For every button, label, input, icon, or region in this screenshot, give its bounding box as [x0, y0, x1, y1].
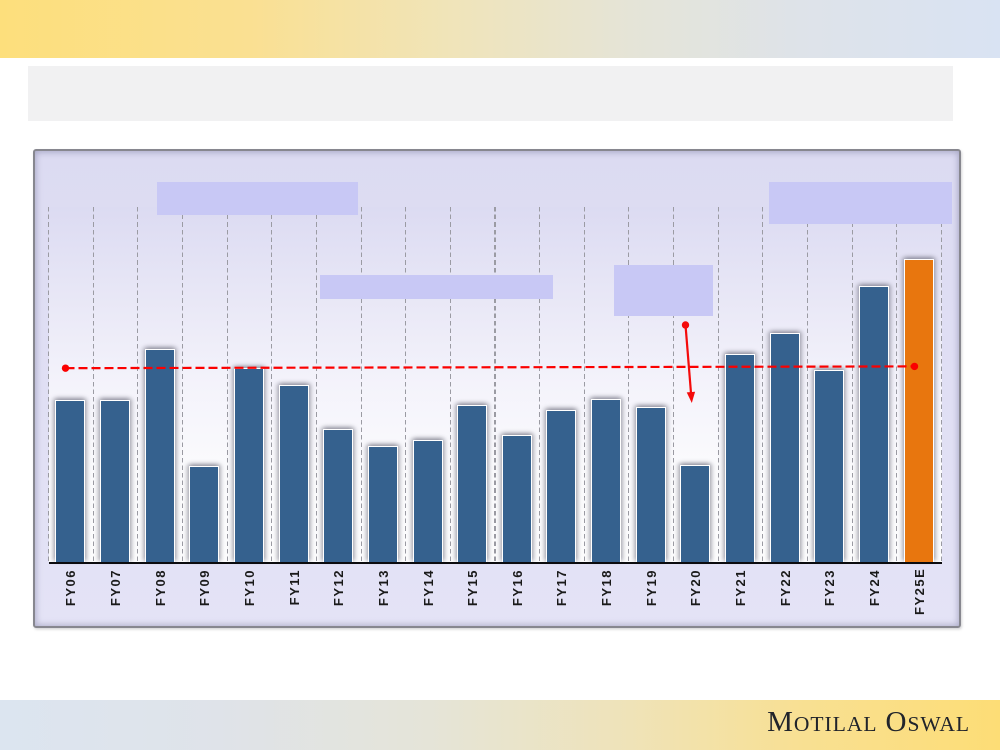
- x-axis-label-FY07: FY07: [107, 569, 123, 607]
- bar-FY17: [546, 409, 577, 563]
- gridline: [181, 207, 183, 562]
- brand-word1-rest: OTILAL: [793, 712, 878, 736]
- gridline: [717, 207, 719, 562]
- x-axis-label-FY09: FY09: [197, 569, 213, 607]
- top-banner: [0, 0, 1000, 58]
- bar-FY20: [680, 464, 711, 563]
- x-axis-label-FY20: FY20: [688, 569, 704, 607]
- title-placeholder: [28, 66, 953, 121]
- bar-FY06: [55, 399, 86, 563]
- gridline: [271, 207, 273, 562]
- gridline: [940, 207, 943, 562]
- bar-FY19: [635, 407, 666, 563]
- gridline: [315, 207, 317, 562]
- bar-FY21: [725, 353, 756, 563]
- x-axis-label-FY06: FY06: [63, 569, 79, 607]
- brand-logo-text: MOTILAL OSWAL: [767, 708, 970, 737]
- bar-FY24: [859, 286, 890, 563]
- gridline: [405, 207, 407, 562]
- bar-FY12: [323, 429, 354, 563]
- gridline: [628, 207, 630, 562]
- x-axis-label-FY10: FY10: [241, 569, 257, 607]
- x-axis-label-FY08: FY08: [152, 569, 168, 607]
- x-axis-label-FY17: FY17: [554, 569, 570, 607]
- gridline: [896, 207, 898, 562]
- bar-FY07: [99, 399, 130, 563]
- x-axis-label-FY25E: FY25E: [911, 567, 927, 615]
- gridline: [47, 207, 50, 562]
- gridline: [673, 207, 675, 562]
- bar-FY09: [189, 466, 220, 563]
- callout-box-3: [614, 265, 713, 316]
- x-axis-label-FY12: FY12: [331, 569, 347, 607]
- x-axis-label-FY24: FY24: [867, 569, 883, 607]
- gridline: [92, 207, 94, 562]
- bar-FY16: [501, 435, 532, 563]
- x-axis-label-FY21: FY21: [733, 569, 749, 607]
- x-axis-label-FY18: FY18: [599, 569, 615, 607]
- callout-box-1: [157, 182, 358, 215]
- bar-FY11: [278, 385, 309, 563]
- bar-FY23: [814, 370, 845, 563]
- bottom-banner: [0, 700, 1000, 750]
- bar-FY22: [769, 332, 800, 563]
- x-axis-label-FY16: FY16: [509, 569, 525, 607]
- x-axis-label-FY15: FY15: [465, 569, 481, 607]
- x-axis-label-FY14: FY14: [420, 569, 436, 607]
- x-axis-label-FY19: FY19: [643, 569, 659, 607]
- brand-word2-rest: SWAL: [907, 712, 970, 736]
- x-axis-label-FY13: FY13: [375, 569, 391, 607]
- gridline: [494, 207, 496, 562]
- bar-FY15: [457, 404, 488, 563]
- bar-FY13: [367, 446, 398, 563]
- gridline: [137, 207, 139, 562]
- bar-FY18: [591, 398, 622, 563]
- x-axis-line: [48, 562, 942, 565]
- brand-word2-initial: O: [885, 706, 908, 738]
- bar-FY25E: [903, 259, 934, 563]
- gridline: [762, 207, 764, 562]
- gridline: [449, 207, 451, 562]
- gridline: [226, 207, 228, 562]
- gridline: [851, 207, 853, 562]
- bar-FY10: [233, 367, 264, 563]
- gridline: [539, 207, 541, 562]
- gridline: [807, 207, 809, 562]
- gridline: [360, 207, 362, 562]
- bar-FY14: [412, 440, 443, 563]
- callout-box-4: [769, 182, 952, 224]
- callout-box-2: [320, 275, 553, 299]
- gridline: [583, 207, 585, 562]
- bar-FY08: [144, 348, 175, 563]
- x-axis-label-FY22: FY22: [777, 569, 793, 607]
- x-axis-label-FY11: FY11: [286, 569, 302, 606]
- brand-word1-initial: M: [767, 706, 794, 738]
- x-axis-label-FY23: FY23: [822, 569, 838, 607]
